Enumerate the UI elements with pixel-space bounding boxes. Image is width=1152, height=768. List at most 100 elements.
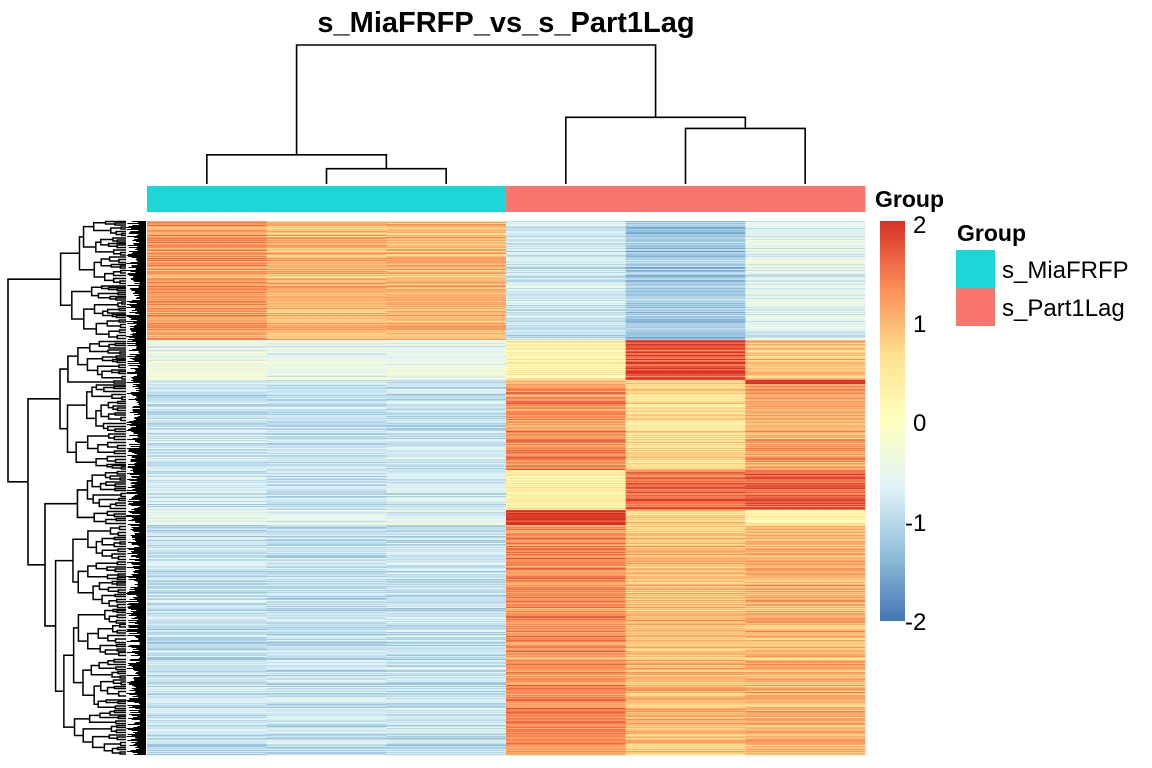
- heatmap-cell: [745, 459, 866, 461]
- heatmap-cell: [506, 469, 626, 471]
- heatmap-cell: [147, 403, 267, 405]
- heatmap-cell: [266, 417, 387, 419]
- heatmap-cell: [147, 716, 267, 718]
- heatmap-cell: [506, 715, 626, 717]
- heatmap-cell: [506, 367, 626, 369]
- heatmap-cell: [745, 668, 866, 670]
- heatmap-cell: [266, 642, 387, 644]
- heatmap-cell: [506, 233, 626, 235]
- heatmap-cell: [625, 335, 746, 337]
- heatmap-cell: [745, 569, 866, 571]
- heatmap-cell: [147, 577, 267, 579]
- heatmap-cell: [625, 324, 746, 326]
- heatmap-cell: [745, 274, 866, 276]
- heatmap-cell: [266, 314, 387, 316]
- heatmap-cell: [625, 522, 746, 524]
- heatmap-cell: [147, 659, 267, 661]
- heatmap-cell: [625, 305, 746, 307]
- heatmap-cell: [386, 665, 507, 667]
- heatmap-cell: [506, 248, 626, 250]
- heatmap-cell: [625, 432, 746, 434]
- group-legend: Group s_MiaFRFP s_Part1Lag: [956, 220, 1129, 326]
- heatmap-cell: [266, 593, 387, 595]
- heatmap-cell: [386, 410, 507, 412]
- heatmap-cell: [745, 573, 866, 575]
- heatmap-cell: [266, 351, 387, 353]
- heatmap-cell: [147, 398, 267, 400]
- heatmap-cell: [745, 252, 866, 254]
- heatmap-cell: [147, 274, 267, 276]
- heatmap-cell: [745, 542, 866, 544]
- heatmap-cell: [506, 737, 626, 739]
- heatmap-cell: [266, 702, 387, 704]
- heatmap-cell: [386, 233, 507, 235]
- dendrogram-branch: [107, 660, 126, 666]
- heatmap-cell: [745, 677, 866, 679]
- heatmap-cell: [745, 355, 866, 357]
- heatmap-cell: [266, 488, 387, 490]
- heatmap-cell: [266, 754, 387, 756]
- heatmap-cell: [386, 617, 507, 619]
- heatmap-cell: [386, 564, 507, 566]
- heatmap-cell: [147, 338, 267, 340]
- heatmap-cell: [386, 618, 507, 620]
- heatmap-cell: [386, 634, 507, 636]
- dendrogram-branch: [105, 481, 126, 486]
- heatmap-cell: [386, 342, 507, 344]
- heatmap-cell: [266, 500, 387, 502]
- heatmap-cell: [147, 221, 267, 223]
- heatmap-cell: [506, 600, 626, 602]
- heatmap-cell: [147, 715, 267, 717]
- heatmap-cell: [386, 442, 507, 444]
- heatmap-cell: [147, 635, 267, 637]
- heatmap-cell: [506, 475, 626, 477]
- heatmap-cell: [745, 413, 866, 415]
- heatmap-cell: [147, 609, 267, 611]
- heatmap-cell: [745, 540, 866, 542]
- heatmap-cell: [266, 663, 387, 665]
- heatmap-cell: [506, 429, 626, 431]
- dendrogram-branch: [27, 398, 60, 566]
- heatmap-cell: [147, 224, 267, 226]
- heatmap-cell: [266, 254, 387, 256]
- dendrogram-branch: [116, 359, 126, 364]
- heatmap-cell: [745, 644, 866, 646]
- heatmap-cell: [745, 586, 866, 588]
- heatmap-cell: [266, 519, 387, 521]
- dendrogram-branch: [114, 568, 126, 573]
- heatmap-cell: [625, 582, 746, 584]
- heatmap-cell: [506, 392, 626, 394]
- heatmap-cell: [745, 733, 866, 735]
- heatmap-cell: [386, 640, 507, 642]
- heatmap-cell: [147, 648, 267, 650]
- heatmap-cell: [147, 347, 267, 349]
- heatmap-cell: [745, 238, 866, 240]
- heatmap-cell: [266, 456, 387, 458]
- heatmap-cell: [147, 345, 267, 347]
- heatmap-cell: [386, 254, 507, 256]
- heatmap-cell: [266, 432, 387, 434]
- heatmap-cell: [506, 627, 626, 629]
- heatmap-cell: [147, 384, 267, 386]
- heatmap-cell: [506, 523, 626, 525]
- heatmap-cell: [745, 502, 866, 504]
- heatmap-cell: [506, 584, 626, 586]
- heatmap-cell: [745, 594, 866, 596]
- heatmap-cell: [266, 360, 387, 362]
- heatmap-cell: [625, 497, 746, 499]
- heatmap-cell: [147, 492, 267, 494]
- heatmap-cell: [506, 495, 626, 497]
- heatmap-cell: [745, 633, 866, 635]
- heatmap-cell: [506, 532, 626, 534]
- heatmap-cell: [625, 751, 746, 753]
- heatmap-cell: [147, 633, 267, 635]
- heatmap-cell: [625, 589, 746, 591]
- heatmap-cell: [506, 463, 626, 465]
- heatmap-cell: [266, 223, 387, 225]
- dendrogram-branch: [90, 664, 113, 676]
- heatmap-cell: [745, 642, 866, 644]
- heatmap-cell: [745, 416, 866, 418]
- heatmap-cell: [147, 611, 267, 613]
- heatmap-cell: [386, 749, 507, 751]
- heatmap-cell: [625, 580, 746, 582]
